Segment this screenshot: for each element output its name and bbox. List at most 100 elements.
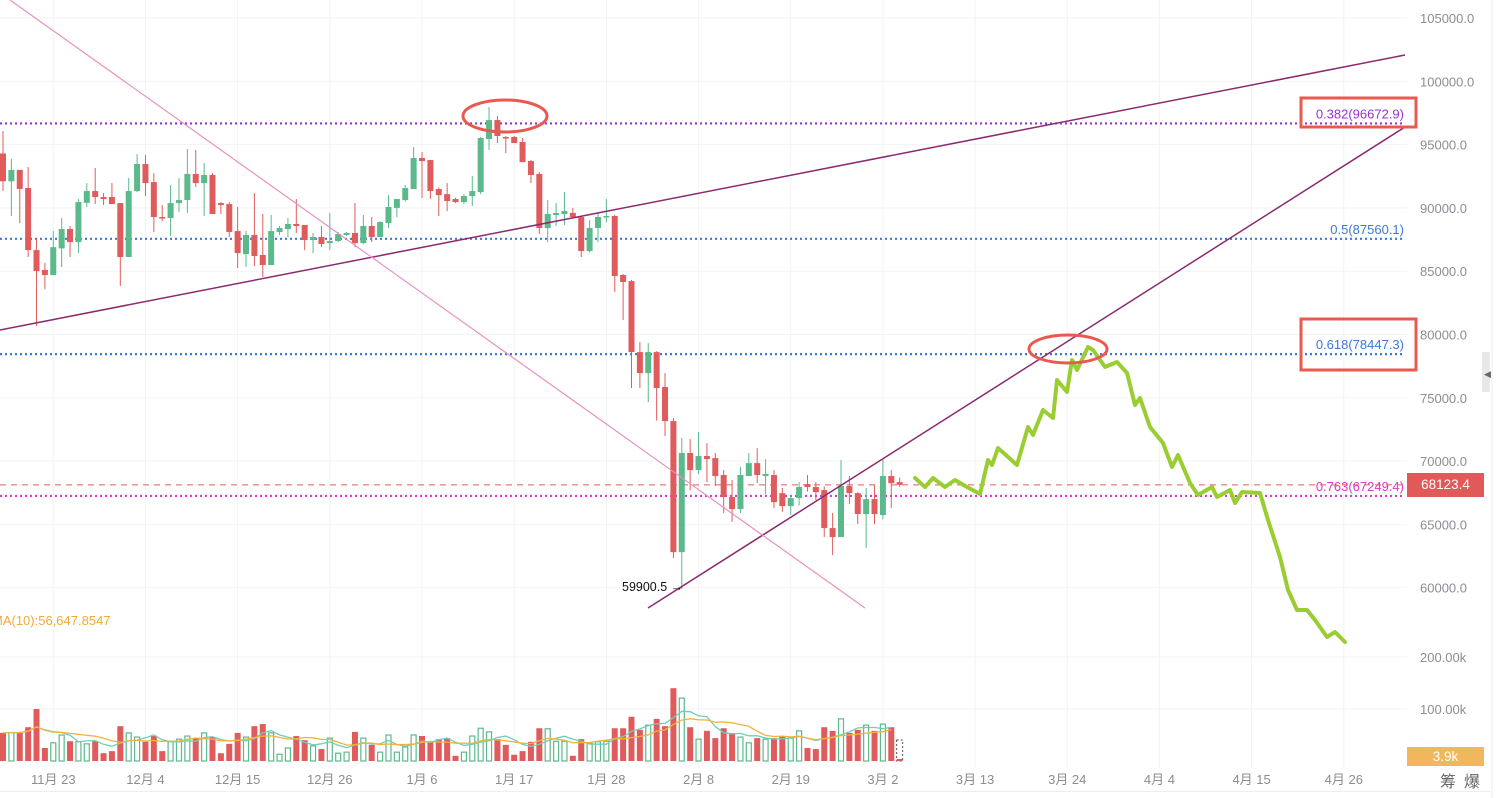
candle-down xyxy=(251,234,258,257)
volume-bar-down xyxy=(192,738,199,761)
chip-distribution-button[interactable]: 筹 xyxy=(1440,774,1457,791)
price-tick-label: 85000.0 xyxy=(1420,264,1467,279)
last-price-badge: 68123.4 xyxy=(1407,473,1484,497)
candle-up xyxy=(410,158,417,190)
volume-bar-down xyxy=(444,738,451,761)
candle-up xyxy=(645,352,652,374)
volume-bar-down xyxy=(829,730,836,761)
price-tick-label: 60000.0 xyxy=(1420,581,1467,596)
volume-bar-up xyxy=(201,732,208,762)
volume-ma-lines xyxy=(3,710,892,749)
volume-bar-up xyxy=(335,752,342,762)
highlight-box-618[interactable] xyxy=(1299,317,1418,372)
collapse-arrow-icon[interactable]: ◀ xyxy=(1484,369,1491,379)
volume-bar-up xyxy=(360,737,367,762)
volume-bar-down xyxy=(770,738,777,761)
candle-up xyxy=(125,191,132,258)
candle-up xyxy=(745,463,752,477)
volume-bar-down xyxy=(519,751,526,761)
highlight-box-382[interactable] xyxy=(1299,96,1418,129)
candle-up xyxy=(737,475,744,510)
candle-down xyxy=(896,482,903,485)
candle-down xyxy=(259,254,266,265)
candle-down xyxy=(653,352,660,389)
volume-bar-down xyxy=(611,728,618,761)
candle-down xyxy=(519,142,526,163)
candle-up xyxy=(553,212,560,215)
burst-button[interactable]: 爆 xyxy=(1464,774,1481,791)
candle-up xyxy=(343,232,350,235)
date-tick-label: 11月 23 xyxy=(31,772,76,787)
candles xyxy=(0,106,903,589)
candle-down xyxy=(419,158,425,162)
candle-down xyxy=(770,475,777,503)
candle-down xyxy=(888,476,895,484)
candle-up xyxy=(8,169,15,182)
candle-up xyxy=(360,226,367,244)
candle-up xyxy=(402,188,409,201)
highlight-ellipse-forecast[interactable] xyxy=(1027,333,1109,365)
volume-bar-down xyxy=(33,709,40,761)
trendline-upper[interactable] xyxy=(0,54,1406,331)
highlight-ellipse-top[interactable] xyxy=(461,98,549,134)
candle-up xyxy=(586,228,593,252)
date-tick-label: 3月 24 xyxy=(1048,772,1086,787)
candle-up xyxy=(284,223,291,230)
fib-label: 0.763(67249.4) xyxy=(1316,479,1404,494)
candle-down xyxy=(829,528,836,538)
volume-bar-down xyxy=(234,732,241,761)
volume-bar-up xyxy=(678,697,685,762)
price-tick-label: 75000.0 xyxy=(1420,391,1467,406)
volume-bar-up xyxy=(745,742,752,762)
volume-bar-up xyxy=(402,746,409,762)
candle-down xyxy=(0,153,6,182)
candle-down xyxy=(527,161,534,175)
axis-labels: 105000.0 100000.0 95000.0 90000.0 85000.0 800… xyxy=(31,11,1474,787)
volume-bar-down xyxy=(494,739,501,761)
date-tick-label: 12月 26 xyxy=(307,772,353,787)
candle-down xyxy=(351,232,358,244)
volume-bar-down xyxy=(100,753,107,761)
candle-up xyxy=(167,203,174,219)
candle-down xyxy=(92,191,99,198)
candle-up xyxy=(879,476,886,516)
candle-down xyxy=(192,173,199,184)
volume-bar-up xyxy=(167,741,174,762)
candle-up xyxy=(838,486,844,538)
price-tick-label: 105000.0 xyxy=(1420,11,1474,26)
candle-up xyxy=(268,231,275,265)
date-tick-label: 4月 26 xyxy=(1325,772,1363,787)
volume-bar-current xyxy=(896,739,904,762)
candle-down xyxy=(536,173,543,229)
volume-bar-up xyxy=(184,735,191,762)
date-tick-label: 2月 19 xyxy=(772,772,810,787)
candle-down xyxy=(368,226,375,238)
volume-bar-up xyxy=(485,731,493,762)
price-tick-label: 65000.0 xyxy=(1420,517,1467,532)
volume-bar-down xyxy=(226,743,233,761)
date-tick-label: 4月 4 xyxy=(1144,772,1175,787)
volume-bar-down xyxy=(209,737,216,761)
candle-up xyxy=(863,499,870,515)
candle-down xyxy=(670,421,677,553)
trendline-lower[interactable] xyxy=(647,126,1406,609)
volume-bar-up xyxy=(795,730,803,762)
fib-label: 0.382(96672.9) xyxy=(1316,106,1404,121)
volume-bar-down xyxy=(351,731,358,761)
candle-down xyxy=(209,174,216,214)
candle-down xyxy=(511,137,518,144)
candle-down xyxy=(569,212,576,218)
volume-bar-up xyxy=(377,751,384,762)
forecast-path[interactable] xyxy=(913,345,1347,644)
volume-bar-down xyxy=(569,755,576,761)
drawings xyxy=(0,0,1406,644)
volume-bar-down xyxy=(712,738,719,761)
volume-bar-up xyxy=(837,718,845,762)
volume-bar-down xyxy=(578,739,585,761)
trendline-descending[interactable] xyxy=(9,0,866,609)
volume-bar-up xyxy=(393,751,400,762)
volume-ma10-line xyxy=(3,718,892,746)
scroll-handle[interactable] xyxy=(1482,352,1490,392)
candle-down xyxy=(217,203,224,205)
